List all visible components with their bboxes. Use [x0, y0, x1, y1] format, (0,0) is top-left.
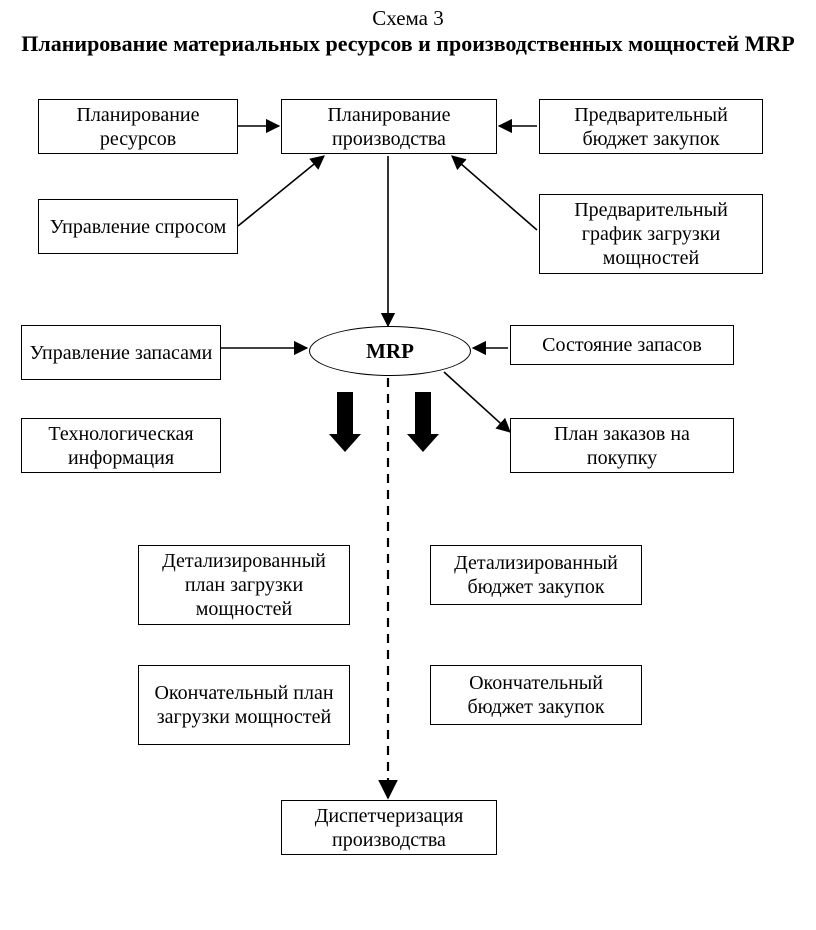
node-label: Окончательный бюджет закупок	[437, 671, 635, 719]
edge-arrow	[444, 372, 510, 432]
node-n_prod: Планирование производства	[281, 99, 497, 154]
node-n_fbud: Окончательный бюджет закупок	[430, 665, 642, 725]
node-n_dplan: Детализированный план загрузки мощностей	[138, 545, 350, 625]
node-label: Окончательный план загрузки мощностей	[145, 681, 343, 729]
node-n_pgr: Предварительный график загрузки мощносте…	[539, 194, 763, 274]
diagram-stage: Схема 3 Планирование материальных ресурс…	[0, 0, 816, 930]
diagram-title: Планирование материальных ресурсов и про…	[0, 30, 816, 58]
thick-down-arrow	[329, 392, 361, 452]
node-label: Диспетчеризация производства	[288, 804, 490, 852]
edge-arrow	[452, 156, 537, 230]
node-n_fplan: Окончательный план загрузки мощностей	[138, 665, 350, 745]
node-label: Детализированный бюджет закупок	[437, 551, 635, 599]
node-label: Планирование ресурсов	[45, 103, 231, 151]
node-label: Планирование производства	[288, 103, 490, 151]
thick-down-arrow	[407, 392, 439, 452]
node-n_disp: Диспетчеризация производства	[281, 800, 497, 855]
node-n_stock: Состояние запасов	[510, 325, 734, 365]
node-label: Предварительный бюджет закупок	[546, 103, 756, 151]
ellipse-label: MRP	[366, 339, 414, 364]
node-label: Управление спросом	[50, 215, 227, 239]
node-label: Состояние запасов	[542, 333, 702, 357]
node-n_inv: Управление запасами	[21, 325, 221, 380]
node-n_pbud: Предварительный бюджет закупок	[539, 99, 763, 154]
node-n_tech: Технологическая информация	[21, 418, 221, 473]
node-n_dbud: Детализированный бюджет закупок	[430, 545, 642, 605]
node-label: Детализированный план загрузки мощностей	[145, 549, 343, 621]
node-n_dem: Управление спросом	[38, 199, 238, 254]
node-mrp-ellipse: MRP	[309, 326, 471, 376]
node-label: Технологическая информация	[28, 422, 214, 470]
node-n_res: Планирование ресурсов	[38, 99, 238, 154]
scheme-number: Схема 3	[0, 6, 816, 31]
edge-arrow	[238, 156, 324, 226]
node-n_ord: План заказов на покупку	[510, 418, 734, 473]
node-label: Управление запасами	[30, 341, 213, 365]
node-label: План заказов на покупку	[517, 422, 727, 470]
node-label: Предварительный график загрузки мощносте…	[546, 198, 756, 270]
